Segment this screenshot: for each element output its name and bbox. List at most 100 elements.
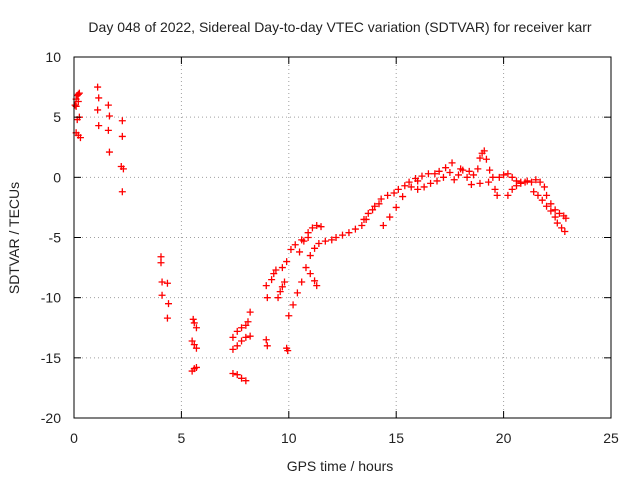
- data-point: [540, 183, 548, 191]
- data-point: [435, 167, 443, 175]
- chart-title: Day 048 of 2022, Sidereal Day-to-day VTE…: [88, 19, 591, 35]
- data-point: [439, 173, 447, 181]
- data-point: [375, 200, 383, 208]
- data-point: [401, 182, 409, 190]
- data-point: [233, 342, 241, 350]
- data-point: [482, 155, 490, 163]
- data-point: [534, 191, 542, 199]
- data-point: [364, 209, 372, 217]
- data-point: [424, 170, 432, 178]
- data-point: [163, 314, 171, 322]
- data-point: [530, 188, 538, 196]
- data-point: [345, 229, 353, 237]
- data-point: [157, 253, 165, 261]
- data-point: [244, 318, 252, 326]
- data-point: [480, 147, 488, 155]
- data-point: [263, 342, 271, 350]
- data-point: [384, 191, 392, 199]
- data-point: [321, 237, 329, 245]
- y-axis-ticks: 10 5 0 -5 -10 -15 -20: [41, 49, 611, 426]
- y-tick-label: 0: [53, 169, 61, 185]
- x-tick-label: 25: [603, 430, 619, 446]
- x-tick-label: 0: [70, 430, 78, 446]
- data-point: [165, 300, 173, 308]
- x-tick-label: 20: [496, 430, 512, 446]
- data-point: [293, 289, 301, 297]
- data-point: [474, 165, 482, 173]
- data-point: [229, 369, 237, 377]
- data-point: [405, 178, 413, 186]
- data-point: [104, 126, 112, 134]
- data-point: [278, 283, 286, 291]
- data-point: [448, 159, 456, 167]
- data-point: [233, 371, 241, 379]
- data-point: [246, 332, 254, 340]
- data-point: [238, 374, 246, 382]
- data-point: [315, 240, 323, 248]
- data-point: [465, 167, 473, 175]
- data-point: [308, 224, 316, 232]
- data-point: [74, 98, 82, 106]
- data-point: [485, 178, 493, 186]
- data-point: [332, 234, 340, 241]
- data-point: [414, 185, 422, 193]
- data-point: [431, 170, 439, 178]
- data-point: [190, 319, 198, 327]
- data-point: [528, 178, 536, 186]
- data-point: [412, 175, 420, 183]
- data-point: [276, 288, 284, 296]
- data-point: [450, 176, 458, 184]
- data-point: [105, 148, 113, 156]
- data-point: [369, 206, 377, 214]
- data-point: [495, 173, 503, 181]
- data-point: [300, 237, 308, 245]
- data-point: [238, 337, 246, 345]
- data-point: [500, 171, 508, 179]
- data-point: [547, 200, 555, 208]
- data-point: [118, 188, 126, 196]
- data-point: [551, 206, 559, 214]
- data-point: [229, 333, 237, 341]
- data-point: [561, 227, 569, 235]
- data-point: [454, 171, 462, 179]
- data-point: [285, 312, 293, 320]
- data-point: [538, 196, 546, 204]
- data-point: [71, 101, 79, 109]
- data-point: [75, 89, 83, 97]
- data-point: [553, 219, 561, 227]
- data-point: [158, 278, 166, 286]
- data-point: [339, 231, 346, 239]
- data-point: [392, 203, 400, 211]
- data-point: [94, 83, 102, 91]
- data-point: [504, 191, 512, 199]
- data-point: [543, 202, 551, 210]
- data-point: [105, 112, 113, 120]
- data-point: [163, 279, 171, 287]
- y-tick-label: -20: [41, 410, 61, 426]
- data-point: [399, 193, 407, 201]
- data-point: [158, 291, 166, 299]
- data-point: [547, 207, 555, 215]
- y-tick-label: 10: [45, 49, 61, 65]
- data-points: [71, 83, 570, 385]
- data-point: [427, 179, 435, 187]
- data-point: [504, 170, 512, 178]
- data-point: [190, 341, 198, 349]
- data-point: [262, 336, 270, 344]
- data-point: [311, 277, 319, 285]
- data-point: [536, 178, 544, 186]
- data-point: [491, 185, 499, 193]
- x-tick-label: 15: [388, 430, 404, 446]
- data-point: [242, 333, 250, 341]
- data-point: [512, 182, 520, 190]
- data-point: [274, 294, 282, 302]
- y-axis-label: SDTVAR / TECUs: [6, 182, 22, 294]
- data-point: [493, 191, 501, 199]
- data-point: [263, 294, 271, 302]
- data-point: [311, 244, 319, 252]
- data-point: [262, 282, 270, 290]
- data-point: [532, 176, 540, 184]
- data-point: [268, 276, 276, 284]
- data-point: [118, 117, 126, 125]
- data-point: [543, 191, 551, 199]
